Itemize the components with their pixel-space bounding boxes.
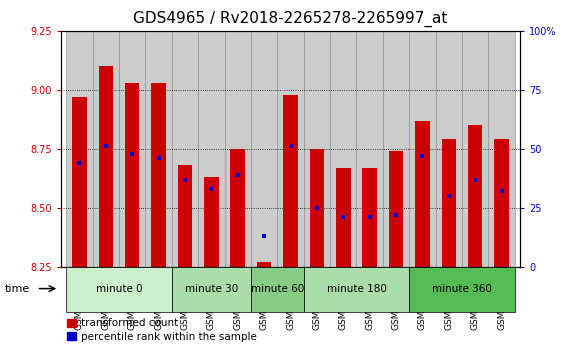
Bar <box>310 149 324 267</box>
Bar <box>66 267 172 312</box>
Bar <box>224 31 251 267</box>
Bar <box>357 31 383 267</box>
Bar <box>494 139 509 267</box>
Bar <box>145 31 172 267</box>
Bar <box>178 166 192 267</box>
Bar <box>409 31 436 267</box>
Text: minute 30: minute 30 <box>185 285 238 294</box>
Text: minute 180: minute 180 <box>327 285 386 294</box>
Bar <box>251 31 277 267</box>
Bar <box>92 31 119 267</box>
Text: time: time <box>5 284 30 294</box>
Text: minute 360: minute 360 <box>432 285 492 294</box>
Bar <box>304 267 409 312</box>
Bar <box>231 149 245 267</box>
Bar <box>125 83 139 267</box>
Legend: transformed count, percentile rank within the sample: transformed count, percentile rank withi… <box>66 317 258 343</box>
Bar <box>409 267 515 312</box>
Bar <box>172 31 198 267</box>
Bar <box>304 31 330 267</box>
Bar <box>415 121 429 267</box>
Text: minute 0: minute 0 <box>96 285 142 294</box>
Bar <box>436 31 462 267</box>
Bar <box>204 177 218 267</box>
Bar <box>198 31 224 267</box>
Bar <box>330 31 357 267</box>
Bar <box>284 94 297 267</box>
Bar <box>251 267 304 312</box>
Bar <box>119 31 145 267</box>
Bar <box>468 125 482 267</box>
Bar <box>389 151 403 267</box>
Bar <box>277 31 304 267</box>
Bar <box>363 168 377 267</box>
Text: GDS4965 / Rv2018-2265278-2265997_at: GDS4965 / Rv2018-2265278-2265997_at <box>133 11 448 27</box>
Bar <box>489 31 515 267</box>
Bar <box>172 267 251 312</box>
Bar <box>462 31 489 267</box>
Bar <box>152 83 166 267</box>
Bar <box>99 66 113 267</box>
Bar <box>66 31 92 267</box>
Bar <box>383 31 409 267</box>
Bar <box>336 168 350 267</box>
Text: minute 60: minute 60 <box>250 285 304 294</box>
Bar <box>442 139 456 267</box>
Bar <box>257 262 271 267</box>
Bar <box>72 97 87 267</box>
